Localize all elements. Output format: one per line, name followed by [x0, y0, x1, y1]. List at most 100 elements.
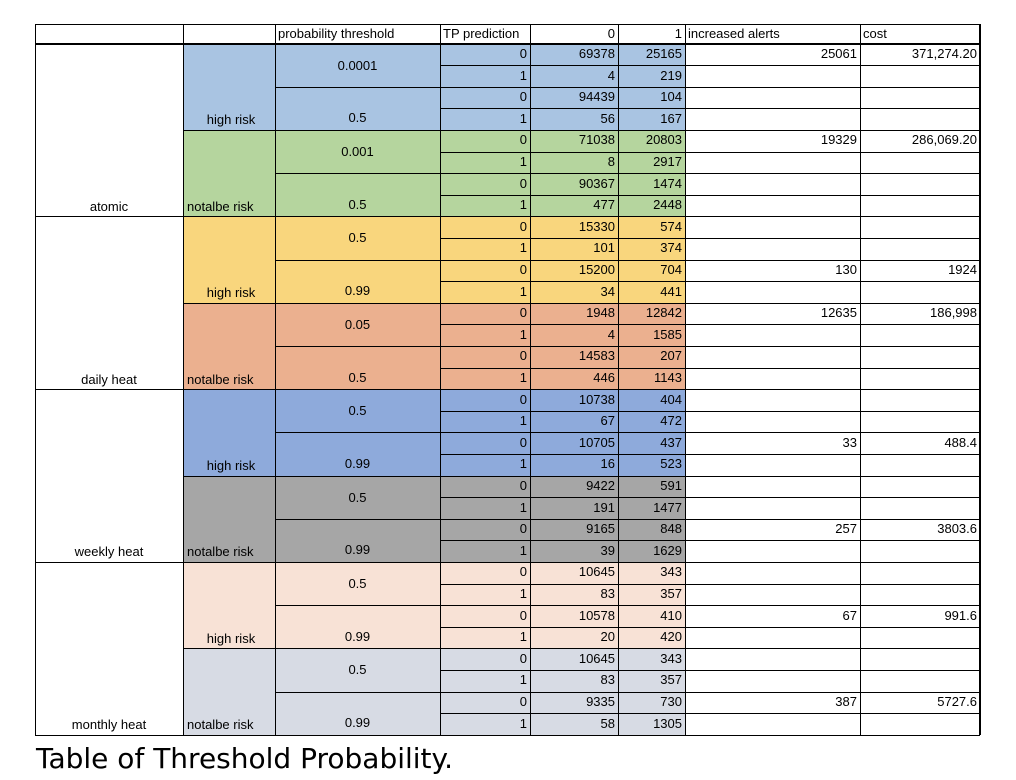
risk-level-cell: notalbe risk	[183, 648, 275, 736]
count-0-cell: 83	[530, 670, 618, 692]
count-0-cell: 10645	[530, 562, 618, 584]
grid-line	[183, 302, 275, 304]
grid-line	[440, 453, 980, 455]
grid-line	[35, 23, 980, 25]
count-0-cell: 10705	[530, 432, 618, 455]
count-0-cell: 58	[530, 713, 618, 736]
increased-alerts-cell	[685, 390, 860, 412]
grid-line	[275, 561, 440, 563]
increased-alerts-cell	[685, 562, 860, 584]
risk-level-label: notalbe risk	[187, 544, 254, 560]
count-1-cell: 420	[618, 627, 685, 649]
grid-line	[275, 389, 440, 391]
cost-cell	[860, 649, 980, 671]
cost-cell: 991.6	[944, 607, 977, 623]
grid-line	[183, 561, 275, 563]
tp-prediction-cell: 1	[440, 368, 530, 390]
grid-line	[440, 65, 980, 67]
tp-prediction-cell: 1	[440, 713, 530, 736]
grid-line	[183, 216, 275, 218]
grid-line	[183, 734, 275, 736]
threshold-cell: 0.99	[275, 692, 440, 736]
tp-prediction-cell: 0	[440, 648, 530, 671]
dataset-label: monthly heat	[71, 717, 147, 733]
count-0-cell: 101	[530, 238, 618, 260]
count-1-cell: 437	[618, 432, 685, 455]
threshold-value: 0.5	[348, 575, 367, 591]
cost-cell	[860, 476, 980, 498]
increased-alerts-cell	[685, 541, 860, 563]
grid-line	[35, 43, 980, 45]
count-0-cell: 39	[530, 540, 618, 563]
grid-line	[440, 324, 980, 326]
count-1-cell: 20803	[618, 130, 685, 152]
tp-prediction-cell: 1	[440, 324, 530, 347]
grid-line	[35, 561, 183, 563]
count-0-cell: 20	[530, 627, 618, 649]
threshold-table: probability threshold TP prediction 0 1 incr…	[34, 23, 981, 736]
count-0-cell: 56	[530, 108, 618, 131]
tp-prediction-cell: 1	[440, 497, 530, 520]
count-1-cell: 343	[618, 562, 685, 584]
tp-prediction-cell: 1	[440, 540, 530, 563]
increased-alerts-cell: 257	[835, 521, 857, 537]
increased-alerts-cell	[685, 174, 860, 196]
increased-alerts-cell	[685, 282, 860, 304]
threshold-cell: 0.99	[275, 260, 440, 304]
dataset-label: atomic	[89, 198, 129, 214]
increased-alerts-cell: 33	[842, 434, 857, 450]
tp-prediction-cell: 0	[440, 519, 530, 541]
grid-line	[275, 302, 440, 304]
tp-prediction-cell: 0	[440, 44, 530, 66]
count-1-cell: 357	[618, 670, 685, 692]
risk-level-label: notalbe risk	[187, 371, 254, 387]
tp-prediction-cell: 1	[440, 281, 530, 304]
tp-prediction-cell: 1	[440, 108, 530, 131]
tp-prediction-cell: 0	[440, 173, 530, 196]
grid-line	[440, 216, 980, 218]
threshold-value: 0.99	[344, 542, 371, 558]
cost-cell	[860, 562, 980, 584]
table-caption: Table of Threshold Probability.	[36, 742, 454, 775]
count-0-cell: 67	[530, 411, 618, 433]
count-1-cell: 1143	[618, 368, 685, 390]
grid-line	[275, 259, 440, 261]
grid-line	[440, 540, 980, 542]
cost-cell: 186,998	[930, 305, 977, 321]
grid-line	[440, 302, 980, 304]
grid-line	[440, 561, 980, 563]
grid-line	[440, 108, 980, 110]
cost-cell	[860, 541, 980, 563]
risk-level-cell: high risk	[183, 44, 275, 131]
increased-alerts-cell	[685, 87, 860, 109]
count-0-cell: 9335	[530, 692, 618, 714]
cost-cell	[860, 217, 980, 239]
count-1-cell: 1305	[618, 713, 685, 736]
threshold-cell: 0.5	[275, 216, 440, 260]
tp-prediction-cell: 1	[440, 627, 530, 649]
grid-line	[275, 691, 440, 693]
cost-cell	[860, 411, 980, 433]
count-1-cell: 574	[618, 216, 685, 239]
threshold-cell: 0.5	[275, 173, 440, 217]
count-0-cell: 10578	[530, 605, 618, 628]
grid-line	[440, 345, 980, 347]
risk-level-cell: notalbe risk	[183, 303, 275, 390]
tp-prediction-cell: 1	[440, 584, 530, 606]
grid-line	[440, 605, 980, 607]
count-0-cell: 4	[530, 324, 618, 347]
count-0-cell: 10645	[530, 648, 618, 671]
risk-level-cell: notalbe risk	[183, 476, 275, 563]
tp-prediction-cell: 0	[440, 87, 530, 109]
grid-line	[440, 151, 980, 153]
grid-line	[859, 24, 861, 736]
cost-cell	[860, 627, 980, 649]
grid-line	[275, 173, 440, 175]
grid-line	[275, 129, 440, 131]
threshold-value: 0.001	[341, 143, 374, 159]
header-increased-alerts: increased alerts	[688, 26, 780, 41]
cost-cell: 3803.6	[937, 521, 977, 537]
cost-cell	[860, 66, 980, 88]
increased-alerts-cell: 12635	[820, 305, 857, 321]
risk-level-cell: high risk	[183, 389, 275, 476]
